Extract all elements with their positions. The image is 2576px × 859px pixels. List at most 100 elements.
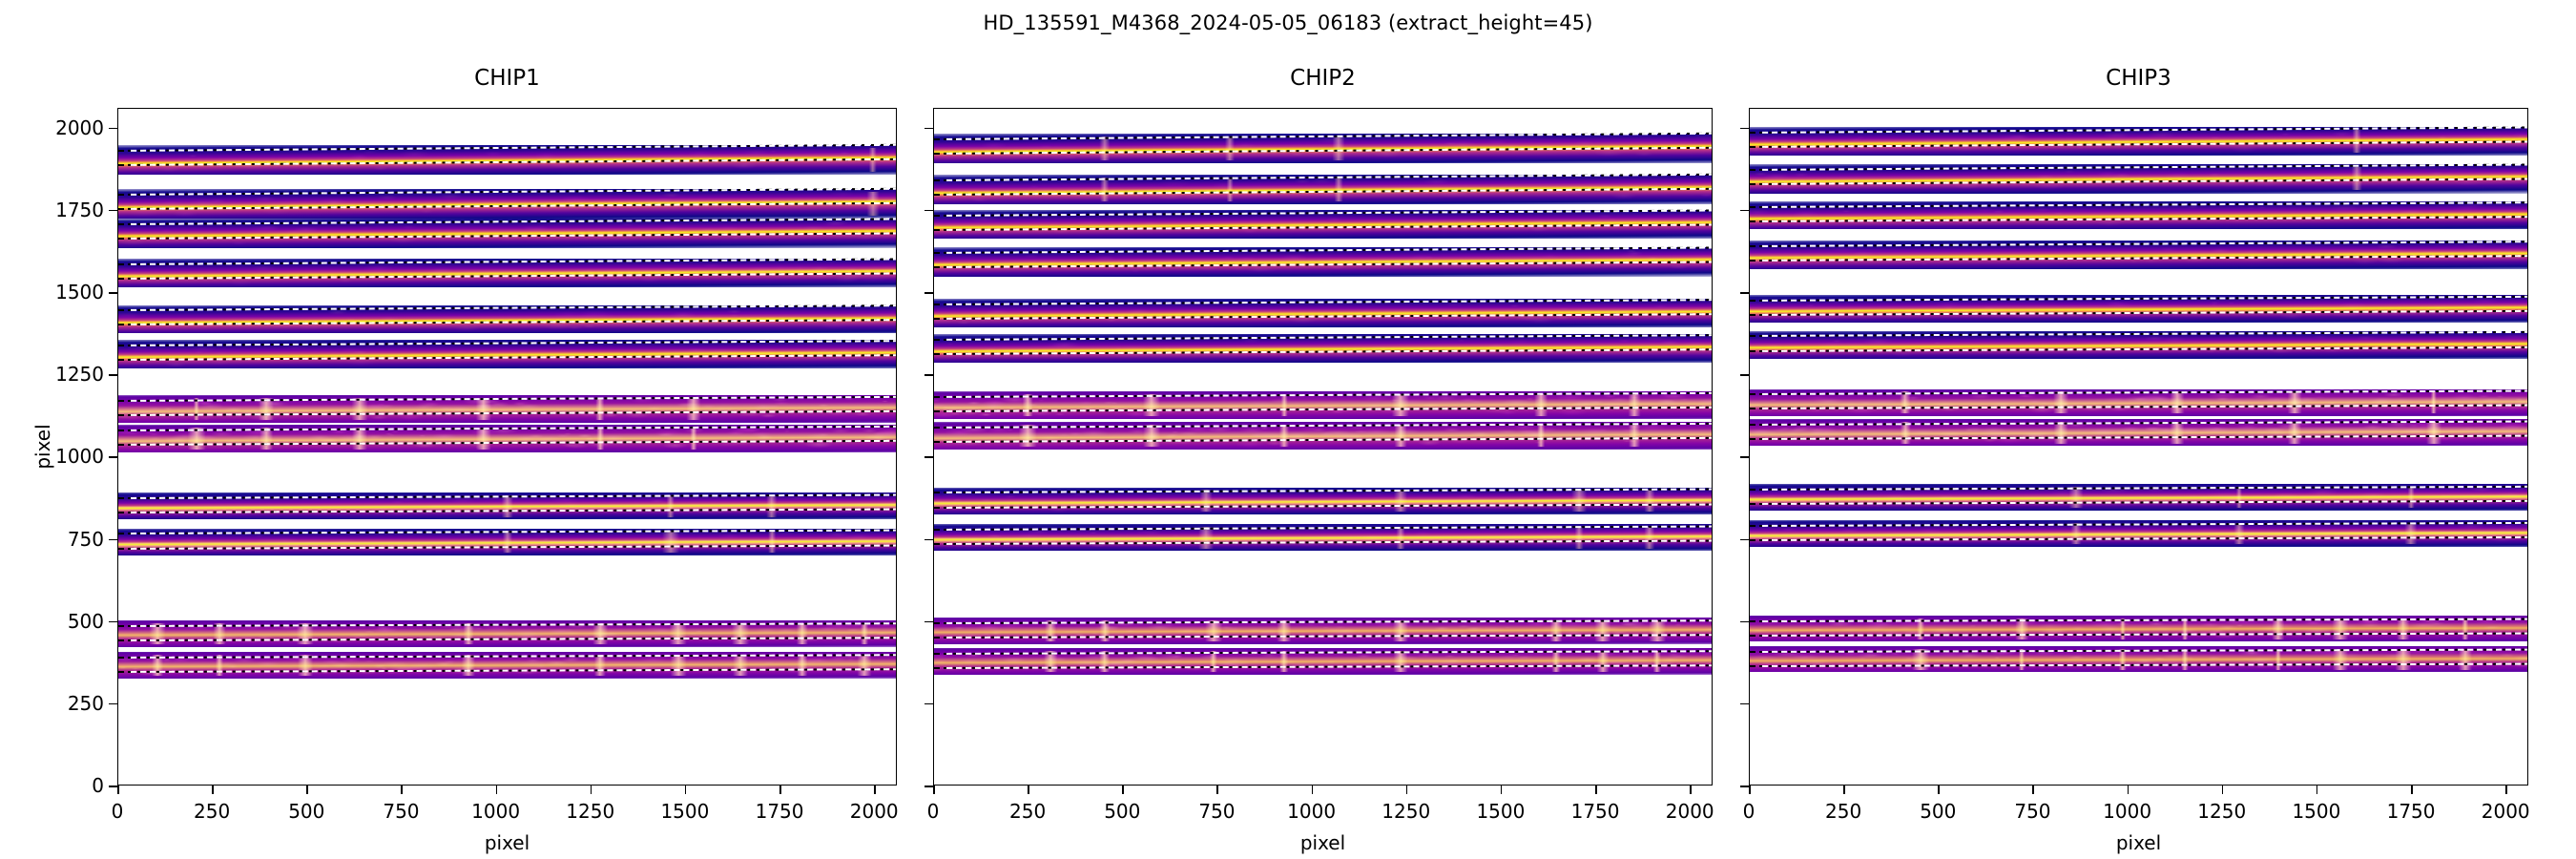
emission-streak	[2407, 486, 2415, 508]
x-tick-mark	[2032, 786, 2035, 794]
emission-streak	[1571, 490, 1588, 512]
x-axis-label: pixel	[2115, 831, 2162, 854]
y-tick-label: 2000	[55, 115, 104, 139]
x-tick-mark	[2316, 786, 2318, 794]
emission-streak	[2118, 648, 2128, 670]
emission-streak	[1652, 650, 1662, 672]
y-tick-mark	[924, 374, 933, 376]
emission-streak	[1596, 650, 1610, 672]
emission-streak	[475, 428, 492, 450]
y-tick-label: 1000	[55, 445, 104, 469]
emission-streak	[1143, 394, 1161, 417]
y-tick-mark	[1740, 538, 1749, 541]
emission-streak	[2236, 486, 2243, 508]
emission-streak	[797, 623, 809, 645]
emission-streak	[1536, 424, 1545, 447]
emission-streak	[2053, 391, 2068, 413]
x-tick-mark	[212, 786, 214, 794]
x-tick-mark	[1500, 786, 1503, 794]
x-tick-label: 500	[288, 800, 325, 823]
emission-streak	[1224, 136, 1235, 160]
y-tick-mark	[109, 127, 117, 130]
emission-streak	[857, 654, 872, 676]
emission-streak	[595, 397, 606, 420]
emission-streak	[1332, 136, 1345, 160]
emission-streak	[2182, 618, 2189, 639]
y-tick-mark	[924, 702, 933, 705]
y-tick-label: 500	[67, 609, 104, 633]
emission-streak	[861, 623, 869, 645]
y-tick-mark	[1740, 786, 1749, 787]
x-tick-mark	[1843, 786, 1845, 794]
y-tick-label: 1250	[55, 363, 104, 387]
x-tick-mark	[2505, 786, 2507, 794]
emission-streak	[1198, 526, 1215, 549]
emission-streak	[1100, 178, 1111, 201]
x-tick-label: 500	[1104, 800, 1141, 823]
y-tick-mark	[1740, 292, 1749, 294]
y-tick-mark	[109, 292, 117, 294]
x-tick-label: 0	[926, 800, 940, 823]
emission-streak	[1210, 650, 1218, 672]
x-tick-mark	[2221, 786, 2224, 794]
emission-streak	[1393, 650, 1408, 672]
emission-streak	[502, 531, 512, 553]
emission-streak	[1628, 394, 1640, 417]
emission-streak	[2287, 391, 2301, 413]
emission-streak	[1099, 136, 1111, 160]
y-tick-mark	[1740, 209, 1749, 212]
emission-streak	[1649, 619, 1666, 641]
emission-streak	[767, 531, 776, 553]
emission-streak	[1022, 394, 1033, 417]
x-tick-label: 250	[1009, 800, 1047, 823]
emission-streak	[1143, 424, 1161, 447]
emission-streak	[2070, 523, 2082, 545]
x-tick-label: 1000	[1287, 800, 1337, 823]
emission-streak	[1199, 490, 1213, 512]
emission-streak	[259, 428, 273, 450]
emission-streak	[765, 494, 778, 517]
figure-suptitle: HD_135591_M4368_2024-05-05_06183 (extrac…	[983, 11, 1593, 34]
emission-streak	[351, 397, 368, 420]
emission-streak	[2275, 648, 2282, 670]
emission-streak	[1279, 650, 1289, 672]
emission-streak	[669, 623, 687, 645]
emission-streak	[1644, 526, 1655, 549]
emission-streak	[2068, 486, 2084, 508]
x-tick-label: 2000	[2481, 800, 2530, 823]
x-tick-mark	[1938, 786, 1940, 794]
x-tick-label: 0	[1742, 800, 1755, 823]
emission-streak	[596, 428, 605, 450]
emission-streak	[351, 428, 367, 450]
emission-streak	[732, 623, 749, 645]
emission-streak	[670, 654, 687, 676]
x-tick-mark	[2127, 786, 2129, 794]
emission-streak	[501, 494, 513, 517]
x-tick-mark	[117, 786, 119, 794]
emission-streak	[2430, 391, 2438, 413]
x-tick-label: 1500	[1476, 800, 1526, 823]
emission-streak	[690, 428, 697, 450]
x-tick-mark	[1028, 786, 1029, 794]
x-tick-mark	[1122, 786, 1124, 794]
y-tick-mark	[1740, 702, 1749, 705]
x-tick-mark	[401, 786, 404, 794]
emission-streak	[2333, 648, 2349, 670]
x-tick-mark	[1749, 786, 1751, 794]
emission-streak	[666, 494, 675, 517]
x-tick-label: 0	[111, 800, 124, 823]
x-tick-label: 250	[194, 800, 231, 823]
x-tick-label: 1250	[1381, 800, 1431, 823]
y-tick-label: 1750	[55, 198, 104, 221]
subplot-chip2: CHIP2 0 250 500 750 1000 1250 1500 1750 2000 pixel	[924, 66, 1714, 854]
emission-streak	[461, 654, 475, 676]
axes-area	[933, 108, 1713, 786]
x-tick-mark	[1216, 786, 1219, 794]
emission-streak	[1594, 619, 1611, 641]
x-tick-label: 2000	[849, 800, 899, 823]
x-tick-label: 750	[1198, 800, 1236, 823]
emission-streak	[2332, 618, 2350, 639]
y-tick-label: 750	[67, 527, 104, 551]
y-tick-mark	[924, 127, 933, 130]
